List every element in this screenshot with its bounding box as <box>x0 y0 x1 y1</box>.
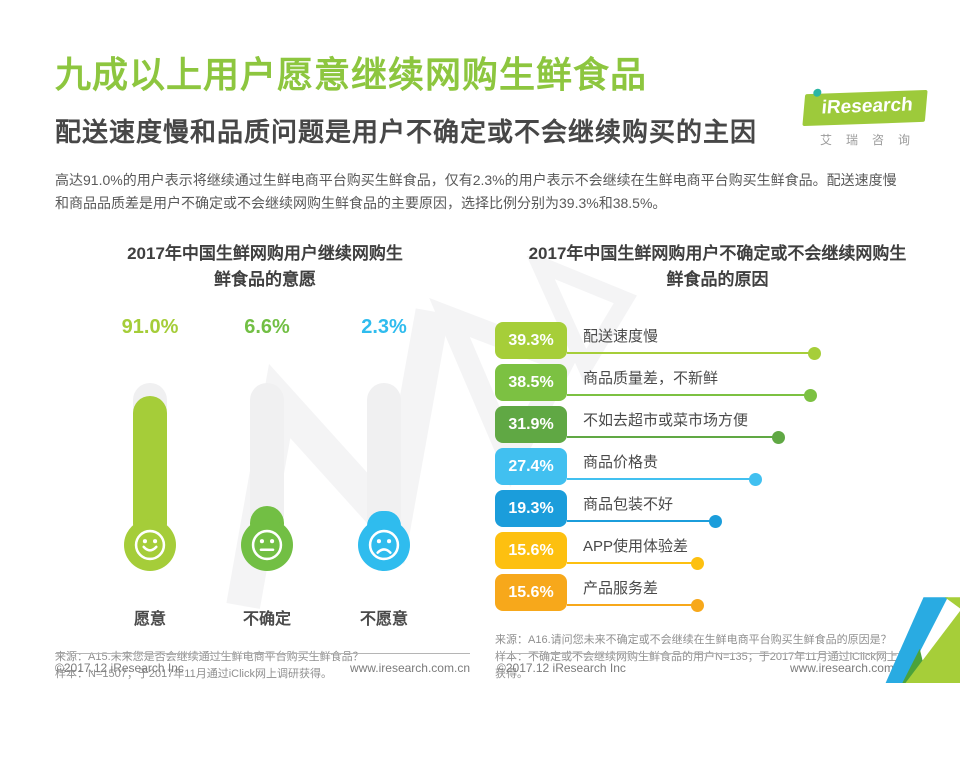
intro-paragraph: 高达91.0%的用户表示将继续通过生鲜电商平台购买生鲜食品，仅有2.3%的用户表… <box>55 172 897 212</box>
reason-line <box>567 346 822 360</box>
right-chart-title: 2017年中国生鲜网购用户不确定或不会继续网购生鲜食品的原因 <box>528 244 907 289</box>
reasons-list: 39.3% 配送速度慢 38.5% 商品质量差，不新鲜 <box>495 322 940 616</box>
value-label: 2.3% <box>361 316 407 339</box>
reason-row: 15.6% APP使用体验差 <box>495 532 940 570</box>
thermometer-fill <box>133 395 167 542</box>
page-title: 九成以上用户愿意继续网购生鲜食品 <box>55 54 648 95</box>
reason-dot <box>709 514 723 528</box>
copyright-text: ©2017.12 iResearch Inc <box>497 661 626 676</box>
reason-line <box>567 430 785 444</box>
reason-value-badge: 31.9% <box>495 406 567 444</box>
reason-dot <box>749 472 763 486</box>
thermometer <box>237 383 297 579</box>
reason-dot <box>804 388 818 402</box>
reason-dot <box>691 556 705 570</box>
reason-line <box>567 472 763 486</box>
website-text: www.iresearch.com.cn <box>789 661 910 676</box>
thermometer <box>120 383 180 579</box>
reason-row: 27.4% 商品价格贵 <box>495 448 940 486</box>
sad-face-icon <box>368 529 400 561</box>
logo-i-dot-icon <box>812 88 822 97</box>
reason-value-badge: 15.6% <box>495 574 567 612</box>
reason-value-badge: 15.6% <box>495 532 567 570</box>
reason-label: 商品质量差，不新鲜 <box>583 370 719 388</box>
page-footer: ©2017.12 iResearch Inc www.iresearch.com… <box>0 653 960 675</box>
reason-row: 38.5% 商品质量差，不新鲜 <box>495 364 940 402</box>
thermometer-bulb <box>241 519 293 572</box>
reason-label: 不如去超市或菜市场方便 <box>583 412 749 430</box>
reason-label: 产品服务差 <box>583 580 659 598</box>
reason-value-badge: 38.5% <box>495 364 567 402</box>
reason-dot <box>808 346 822 360</box>
value-label: 91.0% <box>121 316 179 339</box>
reason-label: 商品价格贵 <box>583 454 659 472</box>
thermometer-bulb <box>358 519 410 572</box>
page-number: 33 <box>884 597 905 618</box>
iresearch-logo-box: iResearch <box>802 88 928 127</box>
thermometer <box>354 383 414 579</box>
source-line: 来源：A16.请问您未来不确定或不会继续在生鲜电商平台购买生鲜食品的原因是？ <box>495 634 892 647</box>
reason-label: 配送速度慢 <box>583 328 659 346</box>
reasons-chart: 2017年中国生鲜网购用户不确定或不会继续网购生鲜食品的原因 39.3% 配送速… <box>495 241 940 683</box>
happy-face-icon <box>134 529 166 561</box>
website-text: www.iresearch.com.cn <box>349 661 470 676</box>
reason-value-badge: 27.4% <box>495 448 567 486</box>
reason-line <box>567 514 723 528</box>
thermo-column-uncertain: 6.6% <box>212 316 322 629</box>
value-label: 6.6% <box>244 316 290 339</box>
category-label: 不确定 <box>242 611 291 629</box>
logo-brand-text: iResearch <box>820 94 914 119</box>
thermometer-row: 91.0% <box>55 316 475 629</box>
reason-label: 商品包装不好 <box>583 496 674 514</box>
copyright-text: ©2017.12 iResearch Inc <box>55 661 184 676</box>
page-subtitle: 配送速度慢和品质问题是用户不确定或不会继续购买的主因 <box>55 117 758 147</box>
thermometer-bulb <box>124 519 176 572</box>
report-page: iResearch 艾瑞咨询 九成以上用户愿意继续网购生鲜食品 配送速度慢和品质… <box>0 46 960 766</box>
footer-right: ©2017.12 iResearch Inc www.iresearch.com… <box>497 653 910 675</box>
reason-row: 19.3% 商品包装不好 <box>495 490 940 528</box>
category-label: 不愿意 <box>359 611 408 629</box>
reason-label: APP使用体验差 <box>583 538 689 556</box>
thermo-column-unwilling: 2.3% <box>329 316 439 629</box>
reason-dot <box>691 598 705 612</box>
page-corner-decoration: 33 <box>884 597 960 684</box>
footer-left: ©2017.12 iResearch Inc www.iresearch.com… <box>55 653 470 675</box>
charts-area: 2017年中国生鲜网购用户继续网购生鲜食品的意愿 91.0% <box>55 241 940 683</box>
logo-brand-chinese: 艾瑞咨询 <box>819 133 924 147</box>
reason-value-badge: 39.3% <box>495 322 567 360</box>
reason-row: 39.3% 配送速度慢 <box>495 322 940 360</box>
reason-value-badge: 19.3% <box>495 490 567 528</box>
neutral-face-icon <box>251 529 283 561</box>
thermo-column-willing: 91.0% <box>95 316 205 629</box>
category-label: 愿意 <box>133 611 166 629</box>
reason-row: 31.9% 不如去超市或菜市场方便 <box>495 406 940 444</box>
willingness-chart: 2017年中国生鲜网购用户继续网购生鲜食品的意愿 91.0% <box>55 241 475 683</box>
left-chart-title: 2017年中国生鲜网购用户继续网购生鲜食品的意愿 <box>127 244 403 289</box>
reason-dot <box>771 430 785 444</box>
reason-line <box>567 556 705 570</box>
reason-row: 15.6% 产品服务差 <box>495 574 940 612</box>
sample-line: 样本：N=1507；于2017年11月通过iClick网上调研获得。 <box>55 668 333 681</box>
reason-line <box>567 388 818 402</box>
iresearch-logo: iResearch 艾瑞咨询 <box>802 88 928 148</box>
reason-line <box>567 598 705 612</box>
